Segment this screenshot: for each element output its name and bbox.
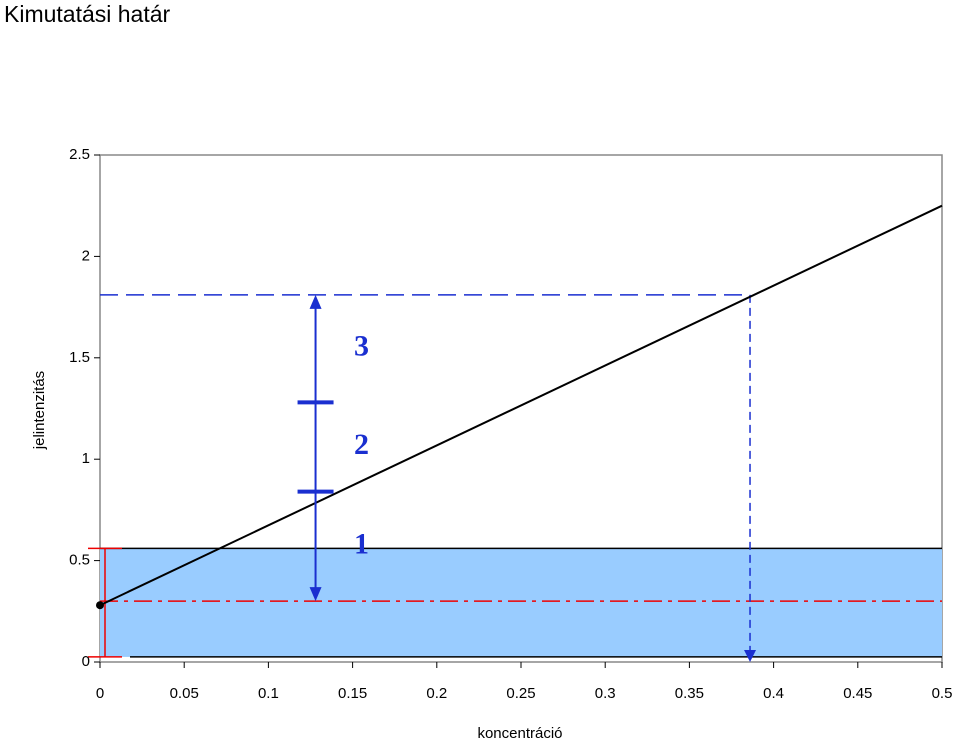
- step-label: 3: [354, 330, 369, 363]
- x-tick-label: 0.05: [170, 685, 199, 702]
- y-tick-label: 2: [82, 247, 90, 264]
- x-tick-label: 0.25: [506, 685, 535, 702]
- x-tick-label: 0.3: [595, 685, 616, 702]
- x-tick-label: 0.1: [258, 685, 279, 702]
- x-tick-label: 0.4: [763, 685, 784, 702]
- y-tick-label: 0.5: [69, 552, 90, 569]
- x-tick-label: 0.35: [675, 685, 704, 702]
- x-tick-label: 0.2: [426, 685, 447, 702]
- y-tick-label: 1.5: [69, 349, 90, 366]
- calibration-line: [99, 204, 943, 607]
- y-tick-label: 2.5: [69, 146, 90, 163]
- arrowhead: [309, 587, 322, 602]
- step-label: 1: [354, 527, 369, 560]
- chart-title: Kimutatási határ: [4, 1, 171, 27]
- y-axis-label: jelintenzitás: [31, 371, 48, 450]
- blank-band: [100, 548, 942, 657]
- arrowhead: [744, 650, 757, 662]
- x-tick-label: 0: [96, 685, 104, 702]
- y-tick-label: 1: [82, 450, 90, 467]
- x-tick-label: 0.15: [338, 685, 367, 702]
- arrowhead: [309, 294, 322, 309]
- intercept-point: [96, 601, 104, 610]
- x-tick-label: 0.45: [843, 685, 872, 702]
- y-tick-label: 0: [82, 653, 90, 670]
- x-tick-label: 0.5: [932, 685, 953, 702]
- step-label: 2: [354, 428, 369, 461]
- x-axis-label: koncentráció: [477, 725, 562, 742]
